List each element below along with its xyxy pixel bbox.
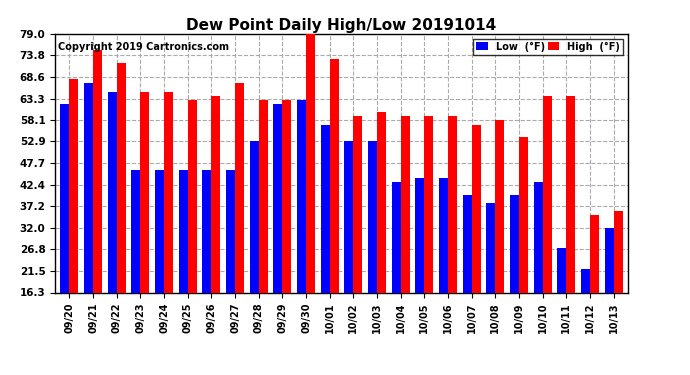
Bar [495,120,504,292]
Bar [211,96,220,292]
Bar [344,141,353,292]
Bar [566,96,575,292]
Text: Copyright 2019 Cartronics.com: Copyright 2019 Cartronics.com [58,42,229,51]
Bar [439,178,448,292]
Bar [581,269,590,292]
Bar [368,141,377,292]
Bar [543,96,552,292]
Bar [70,79,79,292]
Bar [273,104,282,292]
Bar [282,100,291,292]
Bar [486,203,495,292]
Bar [448,116,457,292]
Bar [604,228,613,292]
Bar [306,34,315,292]
Bar [472,124,481,292]
Bar [424,116,433,292]
Bar [392,182,401,292]
Bar [226,170,235,292]
Bar [84,83,93,292]
Bar [93,50,102,292]
Bar [590,215,599,292]
Bar [297,100,306,292]
Bar [179,170,188,292]
Legend: Low  (°F), High  (°F): Low (°F), High (°F) [473,39,623,54]
Bar [250,141,259,292]
Bar [377,112,386,292]
Bar [131,170,140,292]
Bar [140,92,150,292]
Bar [155,170,164,292]
Bar [235,83,244,292]
Bar [401,116,410,292]
Bar [558,248,566,292]
Bar [321,124,330,292]
Bar [164,92,173,292]
Bar [108,92,117,292]
Bar [353,116,362,292]
Bar [533,182,543,292]
Bar [202,170,211,292]
Bar [188,100,197,292]
Bar [463,195,472,292]
Bar [510,195,519,292]
Bar [330,58,339,292]
Bar [61,104,70,292]
Bar [613,211,622,292]
Bar [259,100,268,292]
Bar [415,178,424,292]
Bar [519,137,528,292]
Title: Dew Point Daily High/Low 20191014: Dew Point Daily High/Low 20191014 [186,18,497,33]
Bar [117,63,126,292]
